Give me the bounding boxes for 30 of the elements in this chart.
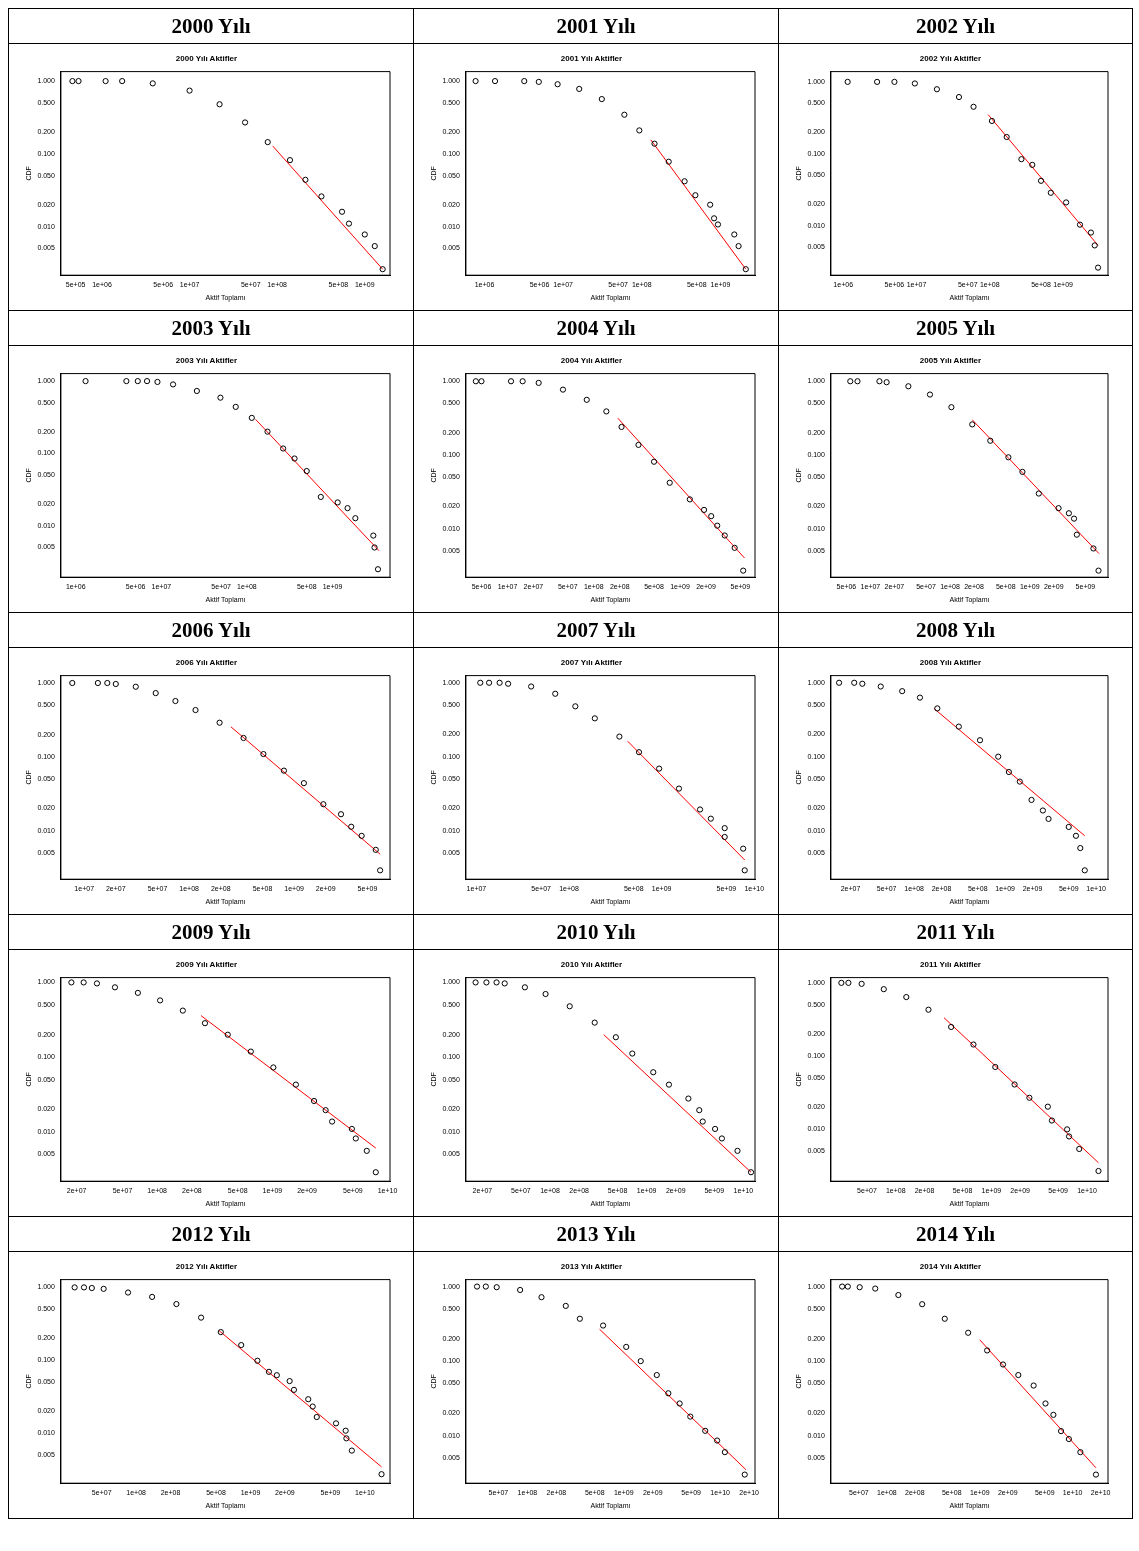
chart-title: 2004 Yılı bbox=[414, 311, 778, 346]
chart-title: 2009 Yılı bbox=[9, 915, 413, 950]
chart-subtitle: 2014 Yılı Aktifler bbox=[919, 1262, 982, 1271]
chart-title: 2011 Yılı bbox=[779, 915, 1132, 950]
chart-title: 2005 Yılı bbox=[779, 311, 1132, 346]
chart-subtitle: 2009 Yılı Aktifler bbox=[175, 960, 237, 969]
chart-subtitle: 2011 Yılı Aktifler bbox=[920, 960, 981, 969]
chart-subtitle: 2003 Yılı Aktifler bbox=[175, 356, 237, 365]
chart-title: 2010 Yılı bbox=[414, 915, 778, 950]
chart-subtitle: 2013 Yılı Aktifler bbox=[560, 1262, 622, 1271]
chart-subtitle: 2008 Yılı Aktifler bbox=[919, 658, 982, 667]
chart-subtitle: 2006 Yılı Aktifler bbox=[175, 658, 237, 667]
chart-title: 2007 Yılı bbox=[414, 613, 778, 648]
chart-subtitle: 2004 Yılı Aktifler bbox=[560, 356, 622, 365]
chart-title: 2012 Yılı bbox=[9, 1217, 413, 1252]
chart-title: 2008 Yılı bbox=[779, 613, 1132, 648]
chart-subtitle: 2010 Yılı Aktifler bbox=[560, 960, 622, 969]
chart-subtitle: 2012 Yılı Aktifler bbox=[175, 1262, 237, 1271]
chart-subtitle: 2002 Yılı Aktifler bbox=[919, 54, 982, 63]
chart-subtitle: 2001 Yılı Aktifler bbox=[560, 54, 622, 63]
chart-title: 2006 Yılı bbox=[9, 613, 413, 648]
chart-subtitle: 2005 Yılı Aktifler bbox=[919, 356, 982, 365]
chart-subtitle: 2007 Yılı Aktifler bbox=[560, 658, 622, 667]
chart-title: 2001 Yılı bbox=[414, 9, 778, 44]
chart-title: 2002 Yılı bbox=[779, 9, 1132, 44]
chart-title: 2003 Yılı bbox=[9, 311, 413, 346]
chart-title: 2013 Yılı bbox=[414, 1217, 778, 1252]
chart-title: 2000 Yılı bbox=[9, 9, 413, 44]
chart-title: 2014 Yılı bbox=[779, 1217, 1132, 1252]
chart-subtitle: 2000 Yılı Aktifler bbox=[175, 54, 237, 63]
